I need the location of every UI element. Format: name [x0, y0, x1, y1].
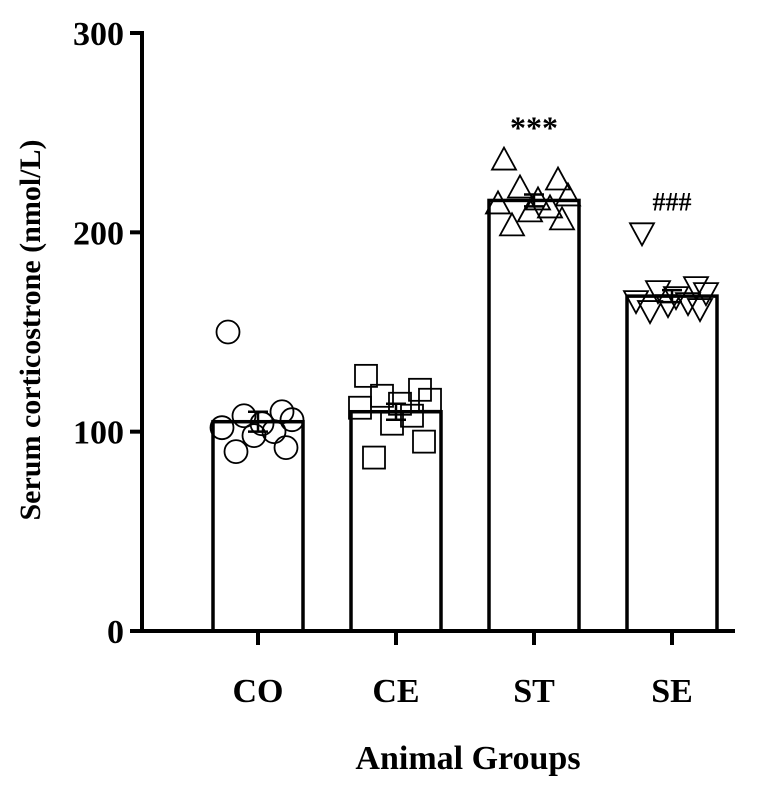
labels-layer: 0 100 200 300 CO CE ST SE *** ### — [73, 16, 693, 710]
x-tick-label-co: CO — [233, 673, 284, 710]
data-point-co-8 — [241, 423, 267, 449]
data-point-co-6 — [209, 415, 235, 441]
significance-label-se: ### — [653, 187, 692, 216]
data-point-se-2 — [682, 276, 710, 302]
bars-layer — [211, 198, 719, 633]
data-point-ce-3 — [370, 383, 394, 408]
data-point-st-2 — [544, 165, 572, 191]
data-point-se-10 — [636, 300, 664, 325]
data-point-se-3 — [644, 280, 672, 306]
x-axis-label: Animal Groups — [355, 740, 580, 777]
error-bar-st — [524, 193, 544, 208]
bar-st — [487, 198, 581, 633]
axes-layer — [130, 31, 735, 645]
data-point-st-1 — [490, 145, 518, 171]
x-tick-label-ce: CE — [372, 673, 419, 710]
data-point-co-3 — [231, 403, 257, 429]
data-point-se-8 — [654, 294, 682, 319]
data-point-st-4 — [554, 181, 582, 207]
x-tick-label-se: SE — [651, 673, 693, 710]
points-layer — [209, 145, 720, 470]
data-point-se-5 — [662, 286, 690, 311]
data-point-st-10 — [498, 211, 526, 237]
data-point-se-1 — [628, 222, 656, 248]
y-tick-label-0: 0 — [107, 614, 124, 651]
data-point-se-9 — [686, 298, 714, 323]
error-bar-co — [248, 410, 268, 433]
data-point-st-5 — [524, 185, 552, 211]
data-point-ce-7 — [400, 403, 424, 428]
significance-label-st: *** — [510, 110, 558, 146]
data-point-co-9 — [273, 435, 299, 461]
data-point-ce-1 — [354, 363, 378, 388]
data-point-co-4 — [279, 407, 305, 433]
data-point-ce-9 — [412, 429, 436, 454]
data-point-st-6 — [484, 189, 512, 215]
x-tick-label-st: ST — [513, 673, 555, 710]
data-point-ce-8 — [380, 411, 404, 436]
data-point-st-3 — [506, 173, 534, 199]
data-point-ce-2 — [408, 377, 432, 402]
bar-ce — [349, 409, 443, 633]
data-point-se-7 — [674, 292, 702, 317]
data-point-co-1 — [215, 319, 241, 345]
data-point-co-10 — [223, 439, 249, 465]
data-point-se-6 — [622, 290, 650, 315]
y-axis-label: Serum corticostrone (nmol/L) — [14, 139, 47, 520]
bar-co — [211, 419, 305, 633]
error-bar-se — [662, 288, 682, 304]
y-tick-label-100: 100 — [73, 415, 124, 452]
y-tick-label-200: 200 — [73, 215, 124, 252]
data-point-st-8 — [516, 197, 544, 223]
data-point-st-9 — [548, 205, 576, 231]
data-point-ce-6 — [348, 395, 372, 420]
data-point-ce-4 — [418, 387, 442, 412]
errors-layer — [248, 193, 682, 433]
y-tick-label-300: 300 — [73, 16, 124, 53]
error-bar-ce — [386, 402, 406, 421]
data-point-ce-10 — [362, 445, 386, 470]
bar-se — [625, 294, 719, 633]
